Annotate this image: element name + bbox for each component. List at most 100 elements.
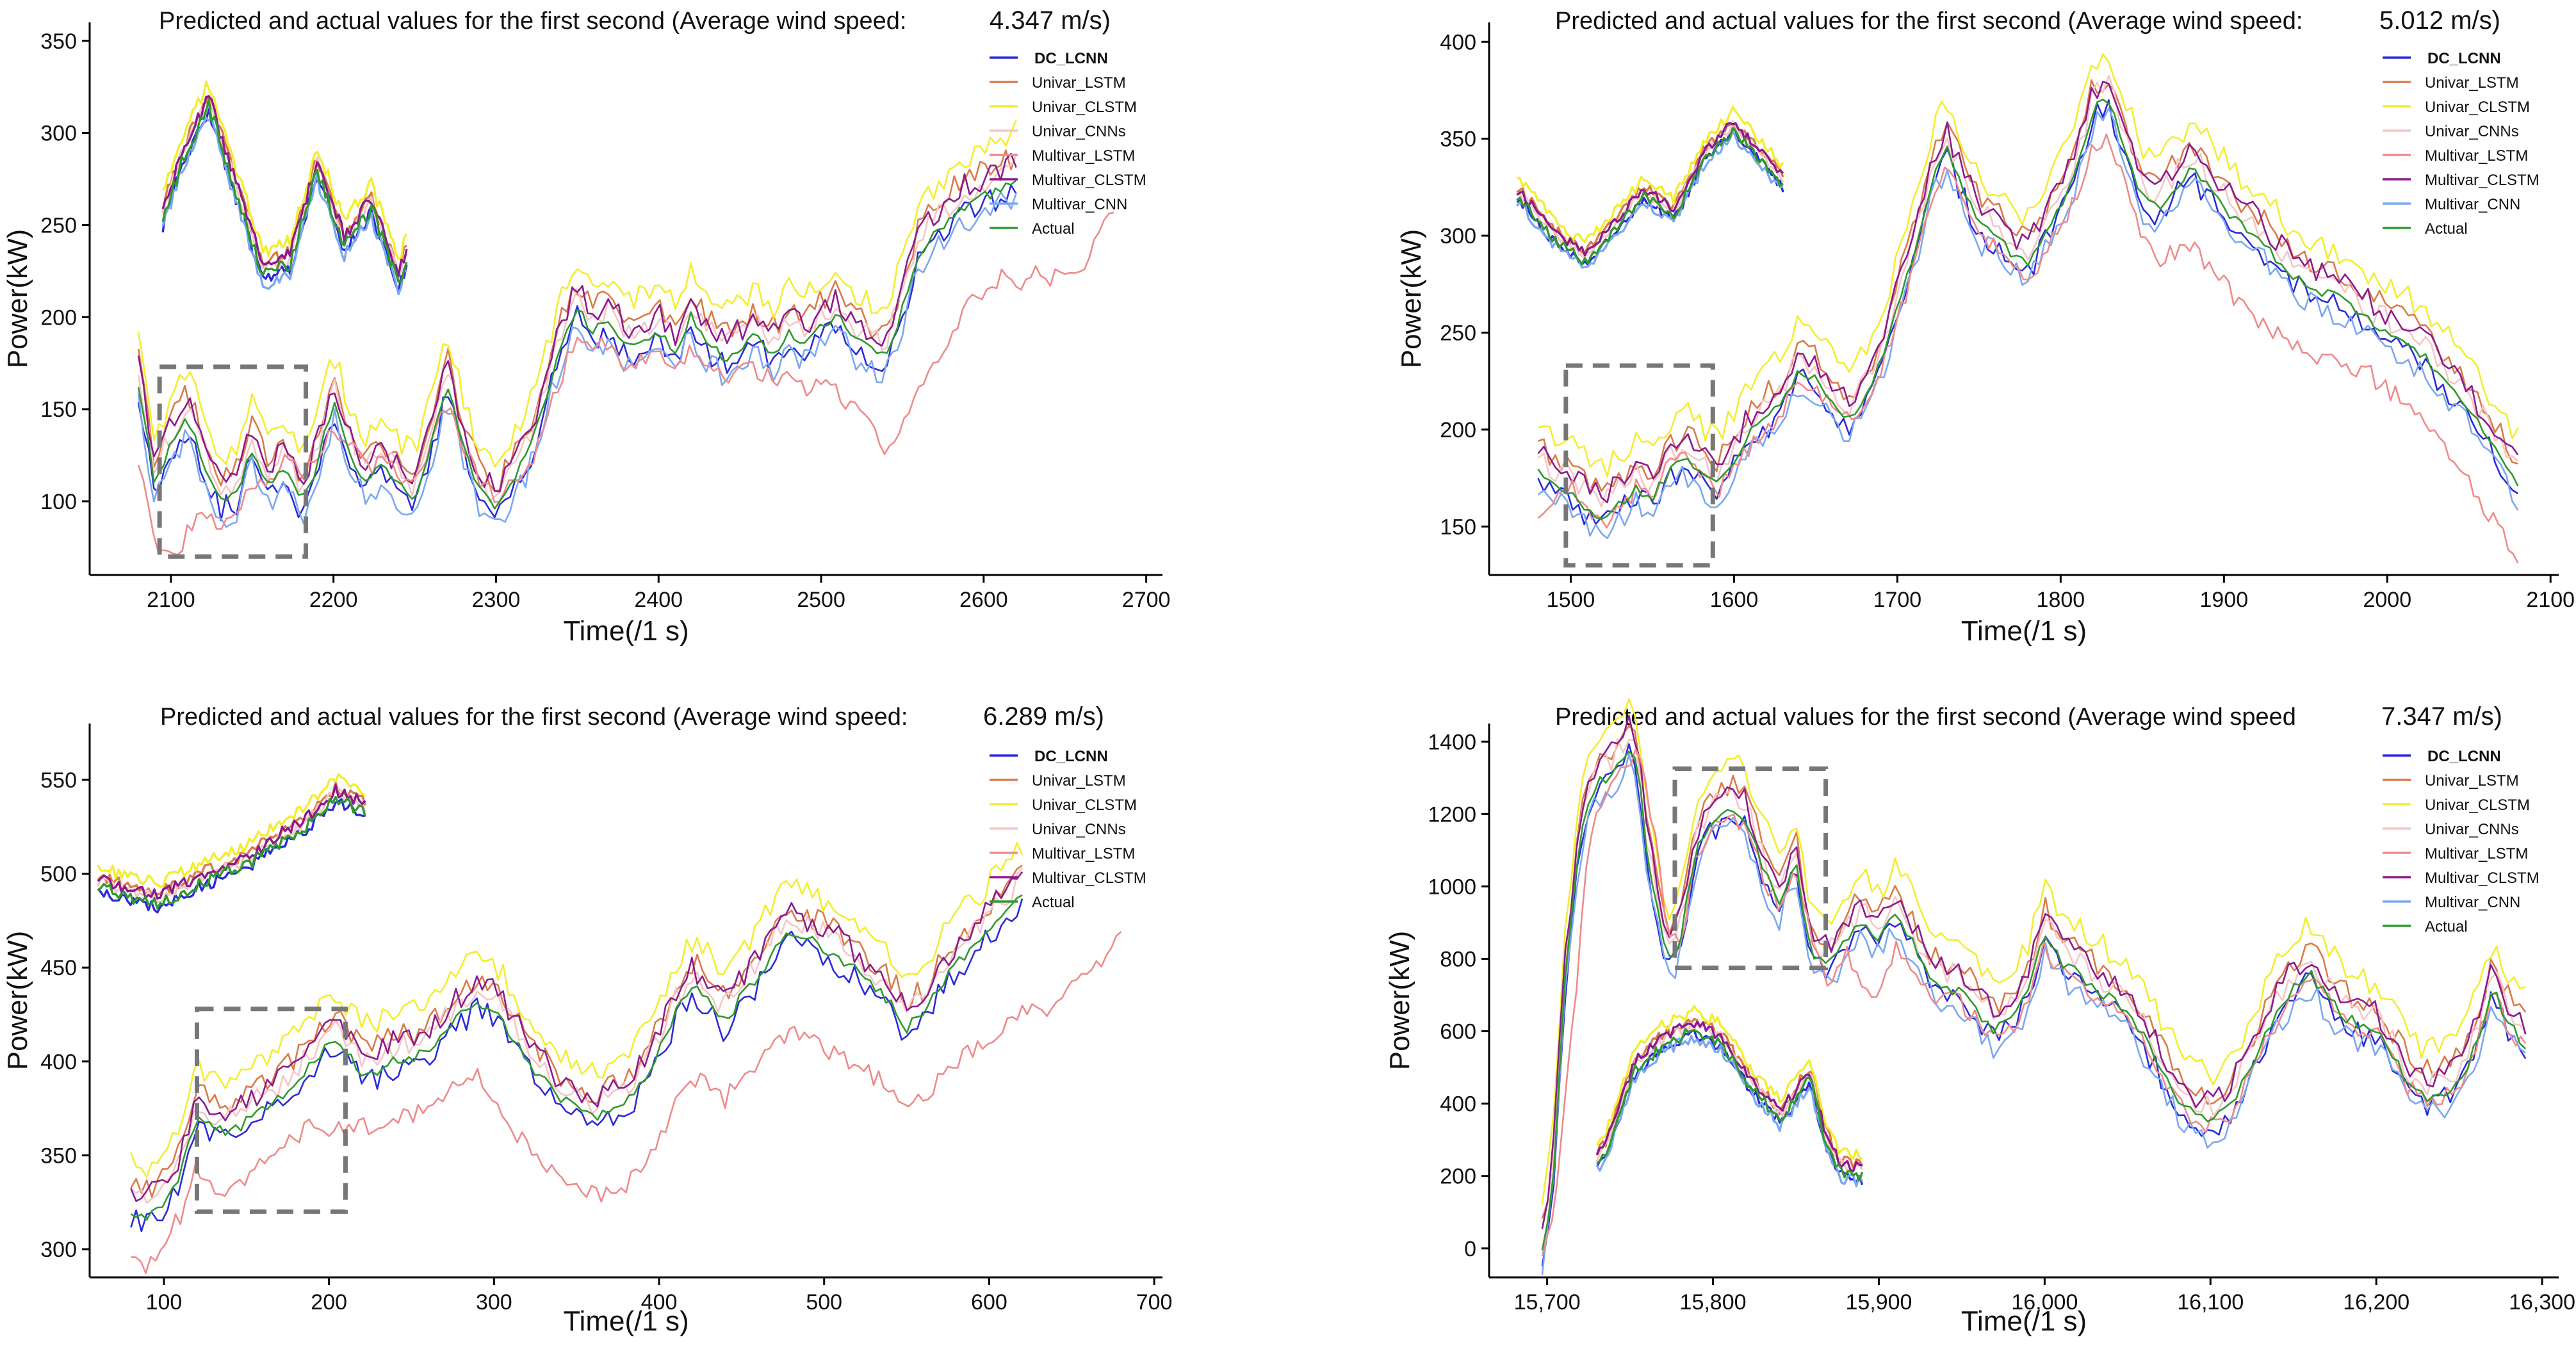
x-tick-label: 15,700 (1514, 1290, 1581, 1315)
legend-label: Univar_CLSTM (2425, 797, 2530, 814)
series-line-multivar-cnn (1537, 107, 2519, 539)
legend-item: Actual (2383, 220, 2468, 238)
x-axis-label: Time(/1 s) (563, 1306, 689, 1337)
legend-label: Univar_LSTM (1032, 772, 1126, 789)
legend-item: Univar_CLSTM (2383, 99, 2530, 116)
inset-line-actual (161, 99, 408, 283)
legend-item: Univar_CNNs (990, 123, 1126, 140)
legend-label: Actual (1032, 894, 1075, 911)
y-tick-label: 250 (1440, 321, 1476, 345)
y-axis-label: Power(kW) (1396, 229, 1427, 369)
y-tick-label: 450 (40, 956, 77, 980)
x-tick-label: 15,800 (1680, 1290, 1747, 1315)
legend-label: Actual (2425, 918, 2468, 935)
series-line-multivar-clstm (1537, 81, 2519, 504)
x-tick-label: 600 (971, 1290, 1007, 1315)
legend-label: Multivar_CLSTM (1032, 172, 1146, 189)
y-tick-label: 200 (40, 305, 77, 330)
legend-label: Multivar_LSTM (2425, 845, 2528, 862)
legend-label: Univar_CLSTM (1032, 99, 1137, 116)
y-axis-label: Power(kW) (1384, 931, 1415, 1071)
series-line-actual (137, 179, 1017, 510)
legend-label: Actual (1032, 220, 1075, 238)
y-tick-label: 1000 (1428, 875, 1476, 899)
y-tick-label: 350 (1440, 127, 1476, 152)
series-line-univar-lstm (1541, 725, 2527, 1219)
legend-label: Multivar_CNN (2425, 196, 2520, 213)
legend-label: Univar_LSTM (2425, 772, 2519, 789)
legend-item: DC_LCNN (990, 748, 1108, 765)
y-axis-label: Power(kW) (2, 931, 33, 1071)
x-tick-label: 16,300 (2509, 1290, 2575, 1315)
x-tick-label: 16,100 (2177, 1290, 2244, 1315)
legend-label: DC_LCNN (2427, 50, 2501, 67)
inset-line-univar-clstm (161, 81, 408, 260)
wind-speed-value: 6.289 m/s) (983, 702, 1104, 731)
y-tick-label: 200 (1440, 418, 1476, 442)
x-tick-label: 1700 (1873, 588, 1922, 612)
x-tick-label: 400 (641, 1290, 678, 1315)
legend-label: Univar_CNNs (1032, 123, 1126, 140)
panel-bottom-left: 100 200 300 400 500 600 700 300 350 400 450 500 550 T… (2, 702, 1172, 1337)
y-tick-label: 400 (1440, 30, 1476, 54)
legend-label: Multivar_CNN (2425, 894, 2520, 911)
y-tick-label: 500 (40, 862, 77, 887)
y-tick-label: 150 (40, 398, 77, 422)
panel-bottom-right: 15,700 15,800 15,900 16,000 16,100 16,200 16,3… (1384, 698, 2575, 1337)
x-axis-label: Time(/1 s) (563, 615, 689, 647)
y-tick-label: 800 (1440, 947, 1476, 971)
legend-item: Multivar_CLSTM (2383, 172, 2539, 189)
legend-item: DC_LCNN (2383, 748, 2501, 765)
y-tick-label: 200 (1440, 1165, 1476, 1189)
series-line-univar-clstm (130, 841, 1023, 1178)
inset-line-univar-cnns (1517, 120, 1784, 259)
x-tick-label: 300 (476, 1290, 512, 1315)
series-line-multivar-cnn (137, 191, 1017, 528)
legend-label: Multivar_CNN (1032, 196, 1127, 213)
x-tick-label: 1900 (2200, 588, 2249, 612)
legend-label: Multivar_LSTM (1032, 147, 1135, 165)
series-line-univar-lstm (130, 864, 1023, 1198)
legend-item: Actual (2383, 918, 2468, 935)
x-tick-label: 2700 (1122, 588, 1171, 612)
inset-zoom-view (1515, 106, 1784, 269)
series-line-univar-clstm (1541, 698, 2526, 1205)
inset-line-actual (97, 796, 366, 910)
legend-item: Univar_CNNs (990, 821, 1126, 838)
legend-label: Univar_CLSTM (2425, 99, 2530, 116)
y-tick-label: 150 (1440, 515, 1476, 539)
legend-item: Multivar_CNN (2383, 894, 2520, 911)
legend-item: Multivar_LSTM (990, 147, 1135, 165)
x-tick-label: 1600 (1710, 588, 1759, 612)
inset-line-multivar-cnn (161, 117, 408, 296)
x-tick-label: 700 (1136, 1290, 1173, 1315)
legend-label: Multivar_LSTM (2425, 147, 2528, 165)
legend-label: Multivar_CLSTM (2425, 172, 2539, 189)
legend-item: Multivar_CNN (990, 196, 1127, 213)
inset-line-actual (1596, 1028, 1864, 1182)
legend-label: Univar_LSTM (1032, 74, 1126, 92)
inset-zoom-view (161, 81, 408, 296)
series-line-multivar-lstm (131, 931, 1122, 1274)
series-line-univar-cnns (1537, 75, 2519, 508)
y-tick-label: 350 (40, 29, 77, 54)
zoom-region-box (1672, 766, 1829, 971)
x-axis-label: Time(/1 s) (1961, 1306, 2087, 1337)
series-line-univar-cnns (130, 868, 1023, 1204)
series-line-univar-cnns (1541, 738, 2527, 1229)
legend-label: DC_LCNN (1034, 748, 1108, 765)
x-tick-label: 16,000 (2011, 1290, 2078, 1315)
inset-zoom-view (1595, 1005, 1864, 1188)
inset-line-multivar-clstm (1516, 122, 1784, 257)
series-line-dc-lcnn (130, 898, 1023, 1233)
series-line-multivar-clstm (137, 152, 1017, 493)
legend-label: Multivar_LSTM (1032, 845, 1135, 862)
legend-item: Multivar_CNN (2383, 196, 2520, 213)
zoom-region-box (195, 1007, 348, 1214)
x-tick-label: 2200 (309, 588, 358, 612)
x-tick-label: 16,200 (2343, 1290, 2409, 1315)
series-line-multivar-lstm (1541, 748, 2527, 1257)
legend-item: Actual (990, 220, 1075, 238)
inset-line-univar-clstm (1517, 106, 1784, 243)
